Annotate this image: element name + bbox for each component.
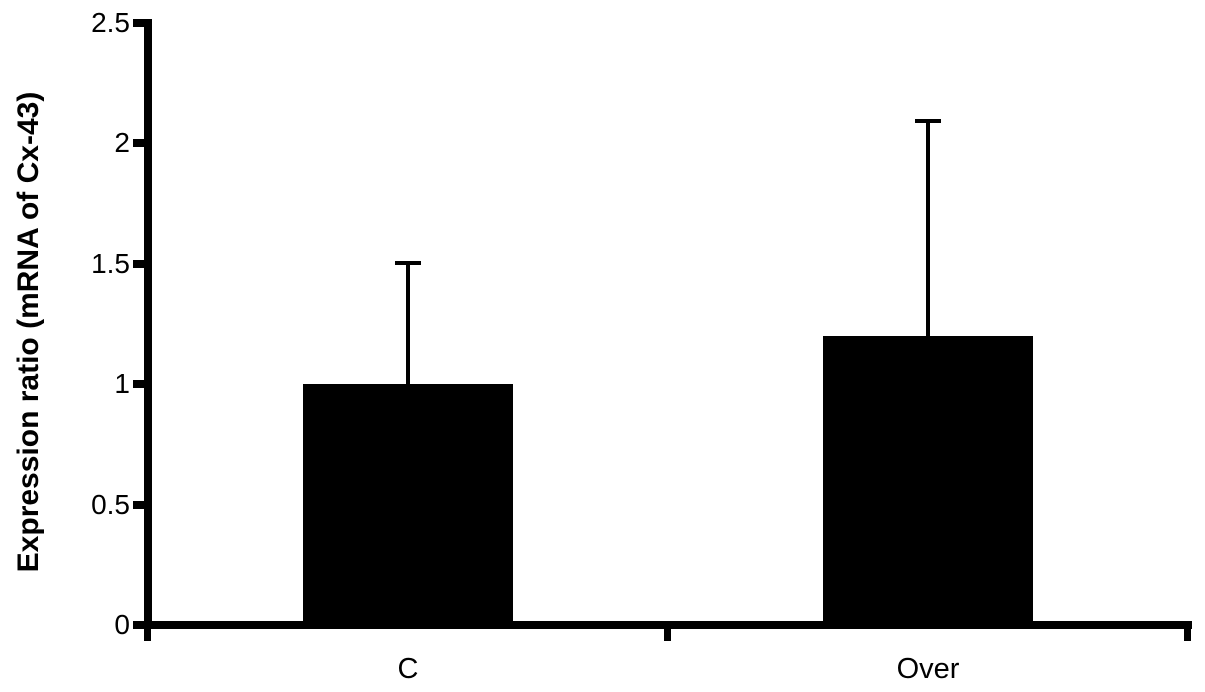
y-tick-mark xyxy=(133,19,146,27)
x-tick-mark xyxy=(1184,627,1191,641)
y-tick-label: 2.5 xyxy=(91,7,130,38)
y-tick-mark xyxy=(133,380,146,389)
y-tick-mark xyxy=(133,259,146,268)
x-tick-mark xyxy=(144,627,151,641)
x-tick-mark xyxy=(664,627,671,641)
y-tick-label: 1.5 xyxy=(91,247,130,279)
y-tick-mark xyxy=(133,621,146,629)
error-bar-cap xyxy=(395,260,421,265)
error-bar-cap xyxy=(915,118,941,123)
y-tick-mark xyxy=(133,139,146,148)
y-axis-line xyxy=(144,19,152,629)
error-bar-stem xyxy=(406,263,410,385)
y-axis-title: Expression ratio (mRNA of Cx-43) xyxy=(12,91,45,573)
bar-c xyxy=(303,384,513,627)
x-axis-line xyxy=(144,621,1192,629)
bar-over xyxy=(823,336,1033,627)
error-bar-stem xyxy=(926,121,930,337)
x-category-label: Over xyxy=(896,653,960,685)
y-tick-mark xyxy=(133,500,146,509)
x-category-label: C xyxy=(397,653,419,685)
y-tick-label: 2 xyxy=(114,127,130,159)
y-tick-label: 0.5 xyxy=(91,488,130,520)
y-tick-label: 1 xyxy=(114,368,130,400)
y-tick-label: 0 xyxy=(114,609,130,640)
